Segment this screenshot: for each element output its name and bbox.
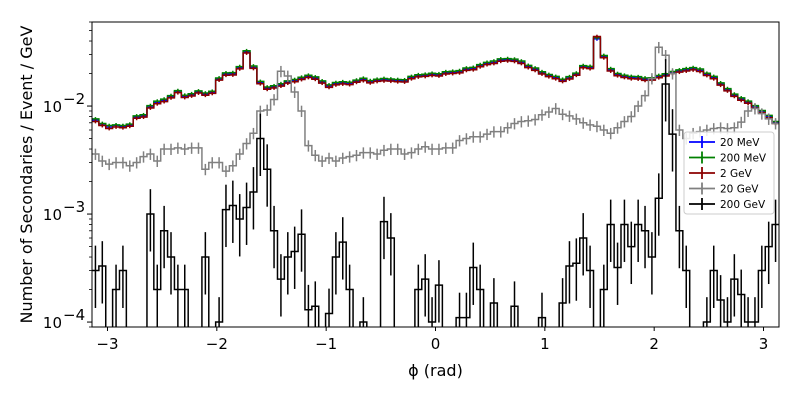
series-2-gev	[92, 34, 779, 131]
y-tick-label: 10	[43, 206, 62, 224]
x-tick-label: −3	[96, 335, 118, 353]
legend-label: 20 MeV	[720, 137, 760, 149]
y-tick-label: 10	[43, 98, 62, 116]
y-tick-exponent: −4	[63, 306, 85, 324]
x-tick-label: 0	[431, 335, 441, 353]
y-tick-exponent: −3	[63, 198, 85, 216]
x-axis-label: ϕ (rad)	[408, 361, 463, 380]
legend-entry: 20 MeV	[689, 136, 760, 149]
series-step-line	[92, 35, 779, 130]
x-tick-label: 1	[540, 335, 550, 353]
y-axis-label: Number of Secondaries / Event / GeV	[17, 25, 36, 323]
series-layer	[92, 34, 779, 327]
legend: 20 MeV 200 MeV 2 GeV 20 GeV 200 GeV	[683, 131, 775, 215]
legend-label: 200 MeV	[720, 153, 767, 165]
x-tick-label: −1	[315, 335, 337, 353]
series-200-gev	[92, 59, 779, 327]
legend-entry: 200 GeV	[689, 198, 766, 211]
legend-box	[683, 131, 775, 215]
legend-entry: 2 GeV	[689, 167, 753, 180]
x-tick-label: 3	[759, 335, 769, 353]
x-axis: −3 −2 −1 0 1 2 3	[96, 327, 768, 353]
series-step-line	[92, 83, 779, 327]
x-tick-label: 2	[649, 335, 659, 353]
legend-entry: 20 GeV	[689, 182, 759, 196]
legend-label: 2 GeV	[720, 168, 753, 180]
series-20-gev	[92, 41, 779, 178]
y-tick-exponent: −2	[63, 90, 85, 108]
legend-label: 20 GeV	[720, 184, 759, 196]
y-tick-label: 10	[43, 314, 62, 332]
y-axis: 10−410−310−2	[43, 21, 92, 332]
x-tick-label: −2	[206, 335, 228, 353]
legend-entry: 200 MeV	[689, 151, 767, 165]
legend-label: 200 GeV	[720, 199, 766, 211]
